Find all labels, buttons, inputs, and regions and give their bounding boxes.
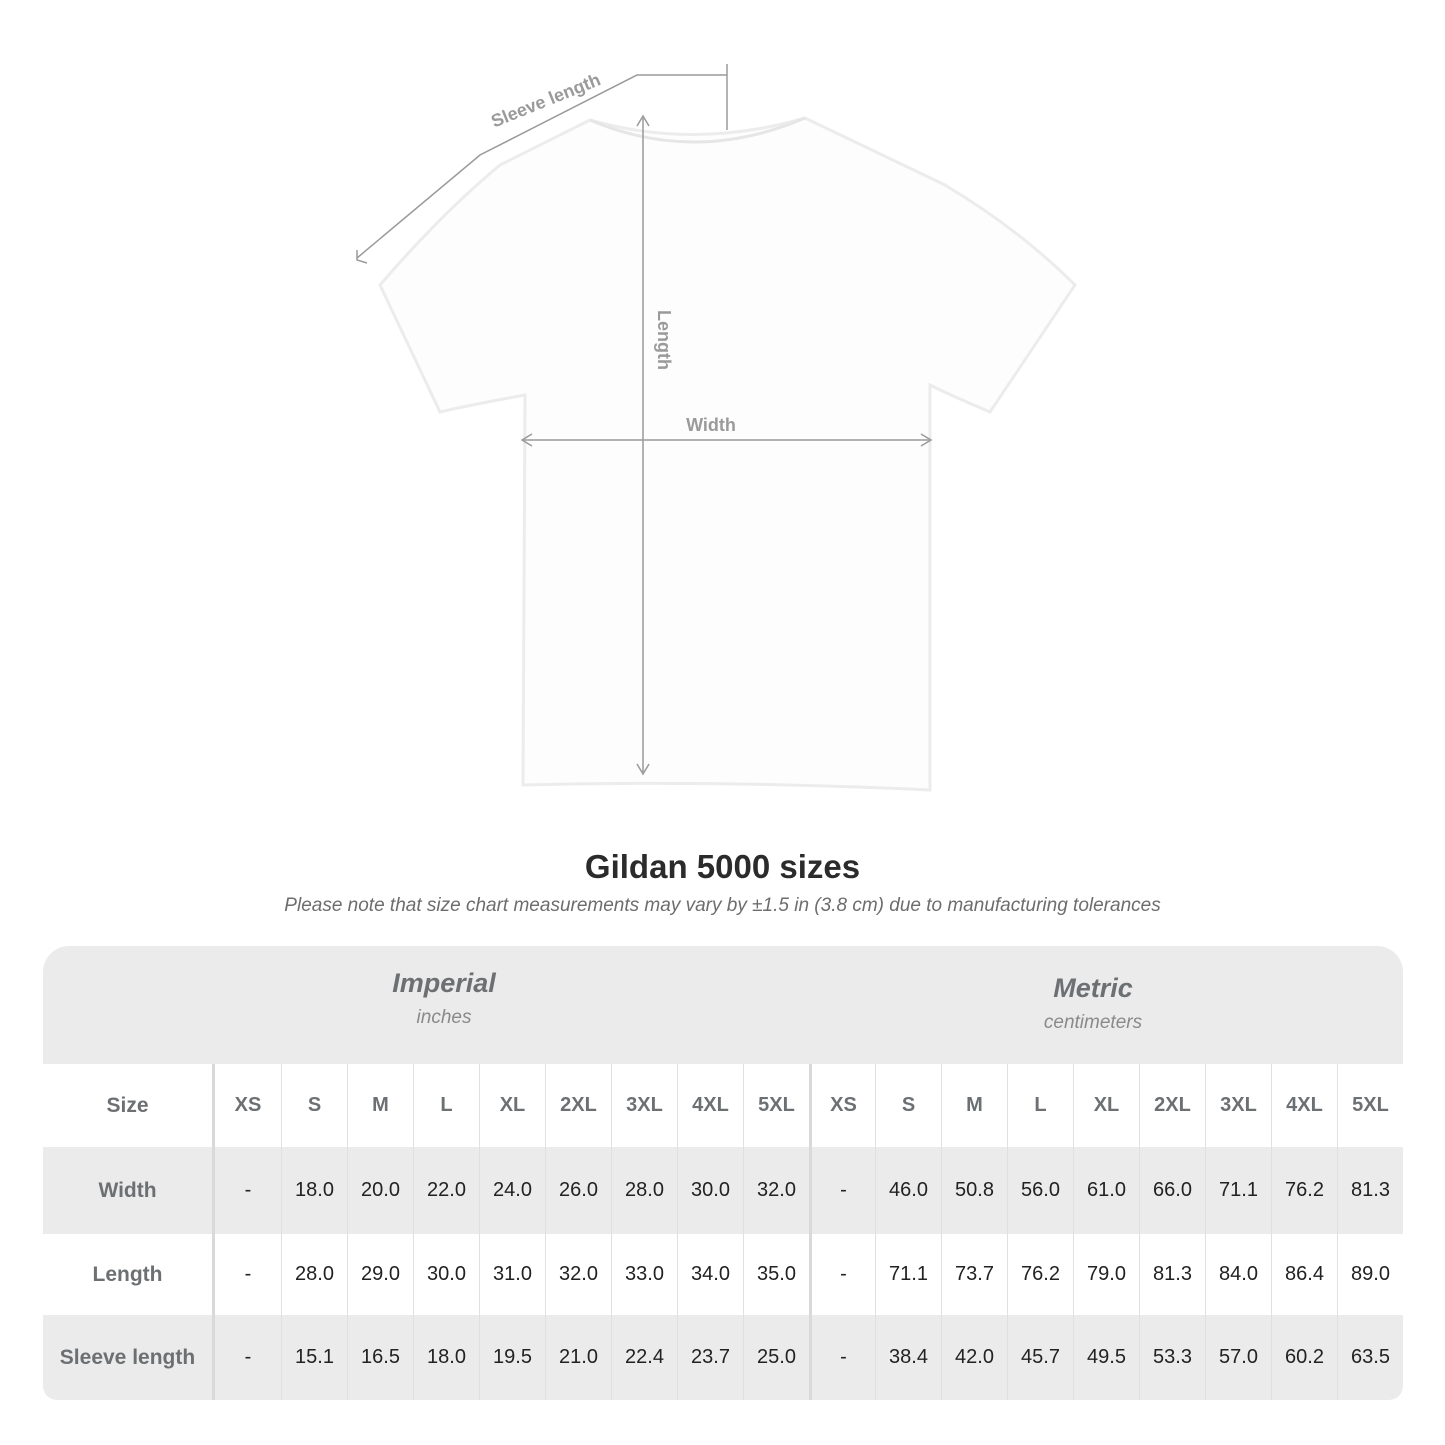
metric-size-2xl: 2XL [1139,1064,1205,1147]
metric-value-cell: 38.4 [875,1315,941,1400]
metric-size-xl: XL [1073,1064,1139,1147]
row-band [43,1147,1403,1234]
imperial-value-cell: 31.0 [479,1234,545,1315]
metric-value-cell: 63.5 [1337,1315,1403,1400]
tshirt-shape [378,116,1077,792]
imperial-value-cell: 33.0 [611,1234,677,1315]
metric-size-xs: XS [809,1064,875,1147]
metric-unit: centimeters [1043,1012,1143,1033]
metric-value-cell: - [809,1234,875,1315]
imperial-size-5xl: 5XL [743,1064,809,1147]
tolerance-note: Please note that size chart measurements… [284,895,1161,916]
imperial-value-cell: 22.4 [611,1315,677,1400]
imperial-size-xs: XS [234,1094,262,1116]
imperial-size-4xl: 4XL [677,1064,743,1147]
imperial-value-cell: 30.0 [413,1234,479,1315]
imperial-value-cell: 19.5 [479,1315,545,1400]
imperial-size-3xl: 3XL [611,1064,677,1147]
imperial-size-l: L [413,1064,479,1147]
imperial-size-s: S [281,1064,347,1147]
imperial-value-cell: 34.0 [677,1234,743,1315]
imperial-size-m: M [347,1064,413,1147]
imperial-value-cell: 32.0 [545,1234,611,1315]
imperial-value-cell: 24.0 [479,1147,545,1234]
imperial-value-cell: 21.0 [545,1315,611,1400]
metric-value-cell: 84.0 [1205,1234,1271,1315]
imperial-value-cell: - [244,1179,252,1201]
metric-value-cell: 42.0 [941,1315,1007,1400]
row-label: Width [43,1147,215,1234]
metric-value-cell: 86.4 [1271,1234,1337,1315]
metric-value-cell: 46.0 [875,1147,941,1234]
metric-size-m: M [941,1064,1007,1147]
metric-header: Metric centimeters [793,973,1393,1034]
size-label: Size [43,1064,215,1147]
row-band [43,1315,1403,1400]
imperial-title: Imperial [392,968,496,998]
size-header-row: Size XS S M L XL 2XL 3XL 4XL 5XL XS S M L XL 2XL 3XL 4XL 5… [43,1064,1403,1147]
row-label: Sleeve length [43,1315,215,1400]
tshirt-diagram: Sleeve length Length Width [356,64,1077,792]
metric-value-cell: 50.8 [941,1147,1007,1234]
metric-value-cell: 73.7 [941,1234,1007,1315]
imperial-value-cell: 16.5 [347,1315,413,1400]
metric-size-l: L [1007,1064,1073,1147]
metric-value-cell: 89.0 [1337,1234,1403,1315]
imperial-value-cell: 26.0 [545,1147,611,1234]
imperial-value-cell: 32.0 [743,1147,809,1234]
metric-value-cell: 53.3 [1139,1315,1205,1400]
metric-value-cell: 81.3 [1337,1147,1403,1234]
imperial-value-cell: 29.0 [347,1234,413,1315]
table-row: Width -18.0 20.0 22.0 24.0 26.0 28.0 30.0 32.0-4… [43,1147,1403,1234]
imperial-header: Imperial inches [144,968,744,1029]
imperial-size-xl: XL [479,1064,545,1147]
metric-value-cell: 49.5 [1073,1315,1139,1400]
imperial-value-cell: 15.1 [281,1315,347,1400]
collar [589,116,806,144]
metric-value-cell: 61.0 [1073,1147,1139,1234]
metric-value-cell: 79.0 [1073,1234,1139,1315]
metric-size-s: S [875,1064,941,1147]
imperial-value-cell: 20.0 [347,1147,413,1234]
metric-value-cell: 76.2 [1007,1234,1073,1315]
imperial-value-cell: 28.0 [611,1147,677,1234]
width-label: Width [686,415,736,435]
imperial-unit: inches [416,1007,472,1028]
page-title: Gildan 5000 sizes [584,848,861,885]
table-header-band [43,946,1403,1064]
imperial-value-cell: - [244,1263,252,1285]
metric-value-cell: 71.1 [1205,1147,1271,1234]
imperial-value-cell: 28.0 [281,1234,347,1315]
row-label: Length [43,1234,215,1315]
metric-value-cell: - [809,1315,875,1400]
metric-title: Metric [1053,973,1133,1003]
metric-value-cell: 45.7 [1007,1315,1073,1400]
imperial-value-cell: 35.0 [743,1234,809,1315]
imperial-size-2xl: 2XL [545,1064,611,1147]
imperial-value-cell: 18.0 [413,1315,479,1400]
table-row: Sleeve length - 15.1 16.5 18.0 19.5 21.0 22.4 23… [43,1315,1403,1400]
metric-value-cell: 57.0 [1205,1315,1271,1400]
metric-size-3xl: 3XL [1205,1064,1271,1147]
metric-value-cell: 81.3 [1139,1234,1205,1315]
metric-size-5xl: 5XL [1337,1064,1403,1147]
metric-size-4xl: 4XL [1271,1064,1337,1147]
metric-value-cell: - [809,1147,875,1234]
metric-value-cell: 66.0 [1139,1147,1205,1234]
length-label: Length [654,310,674,370]
imperial-value-cell: 25.0 [743,1315,809,1400]
imperial-value-cell: 18.0 [281,1147,347,1234]
metric-value-cell: 76.2 [1271,1147,1337,1234]
sleeve-arrow [356,74,727,259]
imperial-value-cell: 22.0 [413,1147,479,1234]
metric-value-cell: 60.2 [1271,1315,1337,1400]
table-row: Length -28.0 29.0 30.0 31.0 32.0 33.0 34.0 35.0-… [43,1234,1403,1315]
imperial-value-cell: - [244,1346,252,1368]
measurement-lines [356,64,933,776]
metric-value-cell: 56.0 [1007,1147,1073,1234]
size-table: Imperial inches Metric centimeters Size X… [43,946,1403,1400]
imperial-value-cell: 30.0 [677,1147,743,1234]
metric-value-cell: 71.1 [875,1234,941,1315]
imperial-value-cell: 23.7 [677,1315,743,1400]
